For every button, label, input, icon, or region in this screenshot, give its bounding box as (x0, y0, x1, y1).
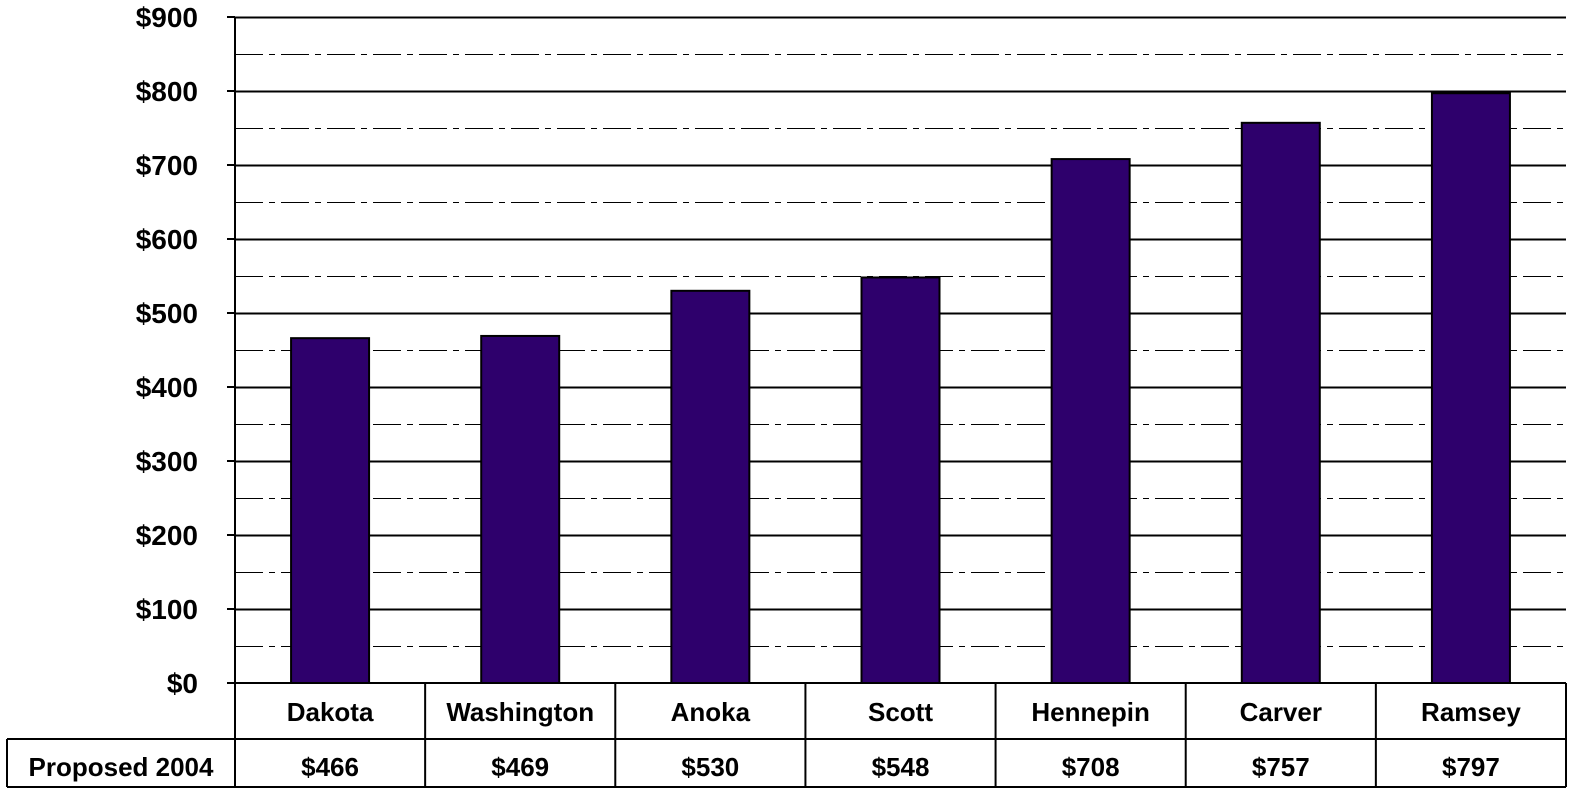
bar (1240, 121, 1321, 684)
bar (1050, 158, 1131, 684)
category-label: Scott (868, 697, 933, 727)
data-table-value: $708 (1062, 752, 1120, 782)
bar (670, 289, 751, 684)
category-label: Anoka (671, 697, 751, 727)
category-label: Dakota (287, 697, 374, 727)
y-tick-label: $900 (136, 2, 198, 33)
y-tick-label: $500 (136, 298, 198, 329)
series-name-label: Proposed 2004 (29, 752, 215, 782)
category-label: Carver (1240, 697, 1322, 727)
data-table-value: $757 (1252, 752, 1310, 782)
category-label: Washington (446, 697, 594, 727)
bar (480, 334, 561, 684)
y-tick-label: $800 (136, 76, 198, 107)
y-tick-label: $300 (136, 446, 198, 477)
data-table-value: $530 (681, 752, 739, 782)
data-table-value: $548 (872, 752, 930, 782)
bar (1430, 92, 1511, 685)
y-tick-label: $0 (167, 668, 198, 699)
y-tick-label: $600 (136, 224, 198, 255)
bar (290, 337, 371, 684)
category-label: Ramsey (1421, 697, 1521, 727)
y-tick-label: $200 (136, 520, 198, 551)
y-tick-label: $700 (136, 150, 198, 181)
data-table-value: $466 (301, 752, 359, 782)
data-table-value: $797 (1442, 752, 1500, 782)
bar (860, 276, 941, 684)
data-table-value: $469 (491, 752, 549, 782)
y-tick-label: $400 (136, 372, 198, 403)
y-tick-label: $100 (136, 594, 198, 625)
category-label: Hennepin (1031, 697, 1149, 727)
